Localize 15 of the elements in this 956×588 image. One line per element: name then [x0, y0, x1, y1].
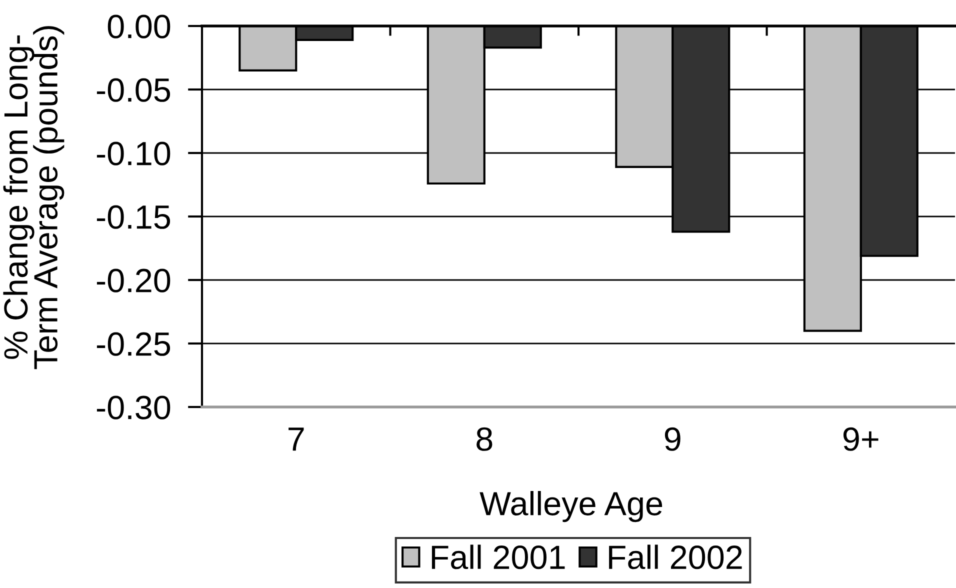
x-tick-label: 9+	[843, 427, 878, 451]
x-tick-label: 8	[476, 427, 492, 451]
x-tick-label: 9	[664, 427, 680, 451]
y-tick-label: -0.10	[96, 142, 170, 166]
y-tick-label: -0.20	[96, 268, 170, 292]
legend-label: Fall 2002	[609, 544, 742, 570]
y-axis-title: % Change from Long- Term Average (pounds)	[3, 26, 64, 370]
y-tick-label: 0.00	[108, 14, 170, 38]
x-axis-title: Walleye Age	[480, 491, 662, 522]
y-tick-label: -0.05	[96, 78, 170, 102]
y-tick-label: -0.15	[96, 205, 170, 229]
y-tick-label: -0.30	[96, 396, 170, 420]
y-tick-label: -0.25	[96, 332, 170, 356]
legend-label: Fall 2001	[432, 544, 565, 570]
x-tick-label: 7	[288, 428, 304, 451]
